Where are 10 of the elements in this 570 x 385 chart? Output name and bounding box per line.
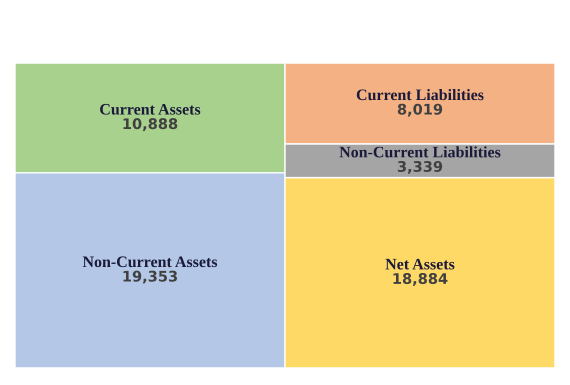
data-label: 8,019 [398, 104, 442, 117]
data-label: 19,353 [124, 270, 177, 284]
series-label: Non-Current Liabilities [339, 146, 500, 158]
data-label: 18,884 [394, 273, 448, 286]
series-label: Current Liabilities [356, 88, 484, 100]
series-label: Current Assets [100, 104, 200, 115]
data-label: 10,888 [124, 118, 178, 132]
series-label: Net Assets [385, 258, 454, 270]
series-label: Non-Current Assets [82, 256, 218, 268]
data-label: 3,339 [398, 160, 442, 174]
